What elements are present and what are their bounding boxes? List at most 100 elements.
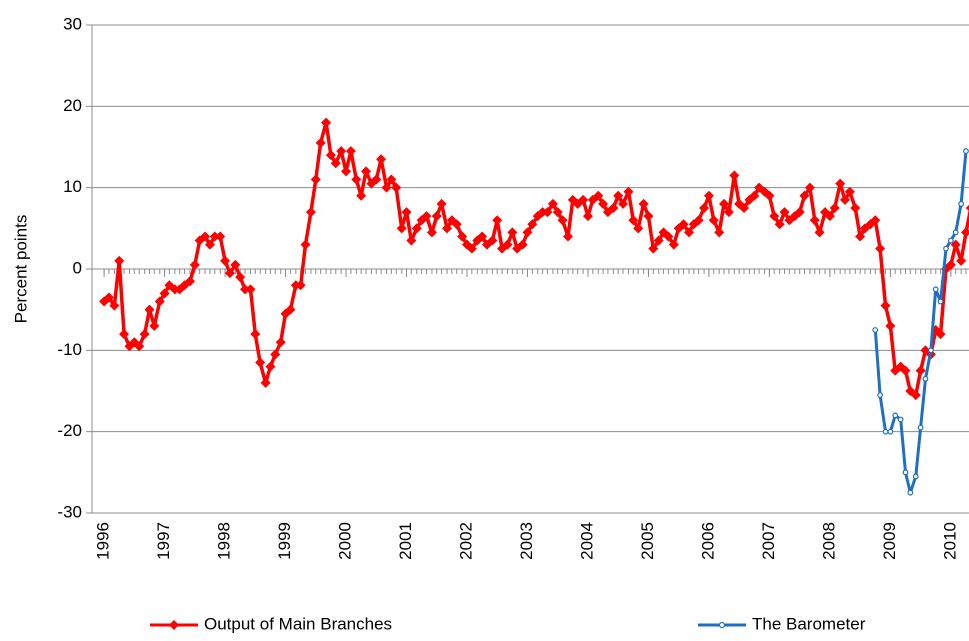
marker	[958, 201, 965, 207]
marker	[932, 286, 939, 293]
marker	[956, 255, 967, 266]
marker	[708, 215, 719, 226]
marker	[835, 178, 846, 189]
marker	[907, 489, 914, 496]
marker	[648, 243, 659, 254]
marker	[103, 292, 114, 303]
marker	[912, 473, 919, 480]
marker	[887, 428, 894, 435]
x-tick-label: 2008	[819, 522, 838, 560]
marker	[360, 166, 371, 177]
x-tick-label: 1997	[154, 522, 173, 560]
y-tick-label: -30	[57, 502, 82, 521]
marker	[935, 329, 946, 340]
marker	[154, 296, 165, 307]
marker	[960, 227, 969, 238]
marker	[260, 377, 271, 388]
marker	[892, 412, 899, 419]
series-line	[102, 120, 969, 397]
x-tick-label: 2002	[456, 522, 475, 560]
marker	[285, 304, 296, 315]
y-tick-label: 30	[63, 14, 82, 33]
marker	[693, 215, 704, 226]
marker	[703, 190, 714, 201]
marker	[406, 235, 417, 246]
marker	[633, 223, 644, 234]
marker	[466, 243, 477, 254]
marker	[321, 117, 332, 128]
x-tick-label: 2005	[638, 522, 657, 560]
marker	[230, 259, 241, 270]
marker	[900, 365, 911, 376]
marker	[719, 198, 730, 209]
x-tick-label: 1999	[275, 522, 294, 560]
marker	[517, 239, 528, 250]
legend-label: The Barometer	[752, 614, 866, 633]
marker	[109, 300, 120, 311]
marker	[275, 337, 286, 348]
marker	[910, 390, 921, 401]
marker	[855, 231, 866, 242]
marker	[265, 361, 276, 372]
marker	[209, 231, 220, 242]
marker	[937, 298, 944, 305]
marker	[250, 329, 261, 340]
marker	[240, 284, 251, 295]
x-tick-label: 2006	[698, 522, 717, 560]
marker	[947, 237, 954, 244]
marker	[872, 327, 879, 333]
marker	[371, 174, 382, 185]
marker	[477, 231, 488, 242]
marker	[200, 231, 211, 242]
marker	[451, 219, 462, 230]
marker	[189, 259, 200, 270]
marker	[628, 215, 639, 226]
marker	[502, 239, 513, 250]
marker	[915, 365, 926, 376]
marker	[351, 174, 362, 185]
marker	[381, 182, 392, 193]
marker	[552, 207, 563, 218]
y-tick-label: 10	[63, 177, 82, 196]
marker	[653, 235, 664, 246]
marker	[139, 329, 150, 340]
marker	[547, 198, 558, 209]
marker	[325, 150, 336, 161]
marker	[204, 239, 215, 250]
legend-label: Output of Main Branches	[204, 614, 392, 633]
legend-marker	[718, 621, 726, 629]
marker	[159, 288, 170, 299]
marker	[149, 320, 160, 331]
x-tick-label: 2001	[396, 522, 415, 560]
marker	[699, 203, 710, 213]
marker	[426, 227, 437, 238]
marker	[215, 231, 226, 242]
marker	[492, 215, 503, 226]
marker	[769, 211, 780, 222]
marker	[305, 207, 316, 218]
marker	[391, 182, 402, 193]
marker	[144, 304, 155, 315]
marker	[336, 146, 347, 157]
marker	[235, 272, 246, 283]
marker	[799, 190, 810, 201]
x-tick-label: 2007	[759, 522, 778, 560]
marker	[877, 392, 883, 398]
y-tick-label: 20	[63, 96, 82, 115]
marker	[880, 300, 891, 311]
y-axis-title: Percent points	[11, 215, 30, 324]
marker	[396, 223, 407, 234]
marker	[618, 198, 629, 209]
marker	[224, 268, 235, 279]
marker	[114, 255, 125, 266]
marker	[119, 329, 130, 340]
marker	[330, 158, 341, 169]
marker	[310, 174, 321, 185]
x-tick-label: 2004	[577, 522, 596, 560]
marker	[922, 375, 929, 382]
marker	[341, 166, 352, 177]
marker	[824, 211, 835, 222]
marker	[683, 227, 694, 238]
marker	[729, 170, 740, 181]
